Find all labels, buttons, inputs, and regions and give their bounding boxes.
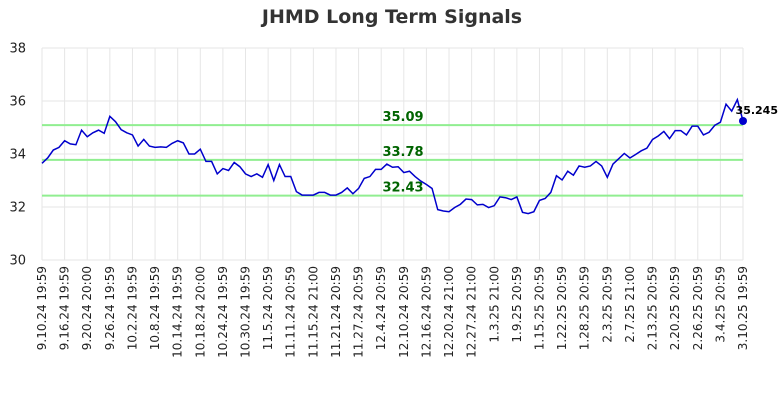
x-tick-label: 10.8.24 19:59 xyxy=(148,266,162,350)
signal-label: 35.09 xyxy=(382,110,423,125)
x-tick-label: 11.27.24 20:59 xyxy=(352,266,366,358)
x-tick-label: 1.3.25 21:00 xyxy=(487,266,501,343)
y-tick-label: 36 xyxy=(9,95,26,110)
x-tick-label: 1.22.25 20:59 xyxy=(555,266,569,350)
x-tick-label: 1.15.25 20:59 xyxy=(532,266,546,350)
x-tick-label: 1.9.25 20:59 xyxy=(510,266,524,343)
price-series-line xyxy=(41,97,744,215)
signal-label: 32.43 xyxy=(382,181,423,196)
last-point: 35.245 xyxy=(736,104,778,126)
x-tick-label: 3.10.25 19:59 xyxy=(736,266,750,350)
last-value-label: 35.245 xyxy=(736,104,778,117)
x-tick-label: 1.28.25 20:59 xyxy=(578,266,592,350)
x-tick-label: 10.14.24 19:59 xyxy=(171,266,185,358)
x-tick-label: 9.16.24 19:59 xyxy=(58,266,72,350)
x-tick-label: 11.5.24 20:59 xyxy=(261,266,275,350)
x-tick-label: 12.10.24 20:59 xyxy=(397,266,411,358)
last-point-marker xyxy=(739,117,747,126)
x-tick-label: 11.11.24 20:59 xyxy=(284,266,298,358)
y-tick-label: 30 xyxy=(9,254,26,269)
chart-title: JHMD Long Term Signals xyxy=(261,6,523,28)
y-tick-label: 38 xyxy=(9,42,26,57)
signal-label: 33.78 xyxy=(382,145,423,160)
x-tick-label: 12.27.24 21:00 xyxy=(465,266,479,358)
x-tick-label: 9.20.24 20:00 xyxy=(80,266,94,350)
y-tick-label: 34 xyxy=(9,148,26,163)
x-tick-label: 3.4.25 20:59 xyxy=(713,266,727,343)
x-tick-label: 2.3.25 20:59 xyxy=(600,266,614,343)
signal-lines: 35.09 33.78 32.43 xyxy=(42,110,743,197)
y-axis-ticks: 30 32 34 36 38 xyxy=(9,42,26,269)
x-tick-label: 11.15.24 21:00 xyxy=(306,266,320,358)
grid xyxy=(41,47,744,261)
x-tick-label: 10.24.24 19:59 xyxy=(216,266,230,358)
x-tick-label: 2.7.25 21:00 xyxy=(623,266,637,343)
x-tick-label: 2.26.25 20:59 xyxy=(691,266,705,350)
x-tick-label: 2.13.25 20:59 xyxy=(646,266,660,350)
x-tick-label: 12.20.24 21:00 xyxy=(442,266,456,358)
x-tick-label: 12.4.24 20:59 xyxy=(374,266,388,350)
x-tick-label: 10.2.24 19:59 xyxy=(125,266,139,350)
x-tick-label: 11.21.24 20:59 xyxy=(329,266,343,358)
x-tick-label: 12.16.24 20:59 xyxy=(419,266,433,358)
x-tick-label: 9.10.24 19:59 xyxy=(35,266,49,350)
x-tick-label: 2.20.25 20:59 xyxy=(668,266,682,350)
x-tick-label: 10.18.24 20:00 xyxy=(193,266,207,358)
y-tick-label: 32 xyxy=(9,201,26,216)
x-tick-label: 9.26.24 19:59 xyxy=(103,266,117,350)
x-tick-label: 10.30.24 19:59 xyxy=(239,266,253,358)
x-axis-ticks: 9.10.24 19:59 9.16.24 19:59 9.20.24 20:00 9… xyxy=(35,266,750,358)
